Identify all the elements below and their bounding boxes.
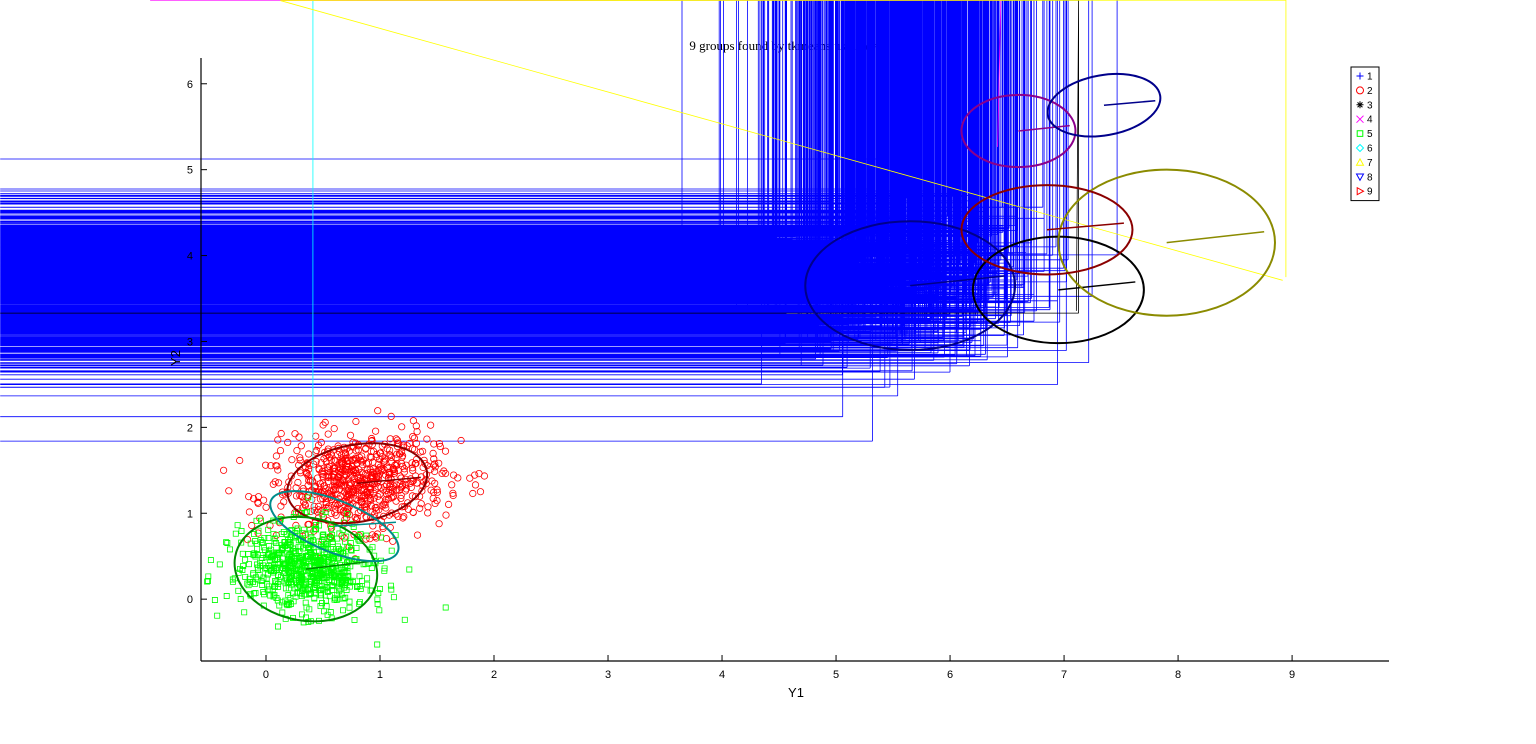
series-2-ellipse	[286, 442, 429, 525]
y-axis-label: Y2	[168, 350, 183, 366]
legend-marker-2	[1356, 86, 1365, 95]
legend-label-9: 9	[1367, 187, 1373, 198]
legend-marker-8	[1355, 173, 1365, 182]
legend-marker-9	[1356, 186, 1365, 196]
legend-marker-3	[1356, 101, 1364, 109]
series-8-ellipse	[1046, 73, 1162, 138]
series-7-ellipse	[1057, 168, 1276, 317]
legend-marker-6	[1355, 143, 1365, 153]
y-tick-label: 2	[187, 422, 193, 434]
series-8-axis-line	[1103, 99, 1156, 106]
legend-label-1: 1	[1367, 72, 1373, 83]
x-tick-label: 8	[1175, 669, 1181, 681]
series-5-axis-line	[305, 560, 371, 570]
y-tick-label: 4	[187, 251, 193, 263]
x-tick-label: 7	[1061, 669, 1067, 681]
legend-marker-5	[1356, 130, 1364, 137]
legend-label-7: 7	[1367, 158, 1373, 169]
legend-marker-7	[1355, 157, 1365, 166]
series-5-points	[204, 494, 449, 648]
y-tick-label: 0	[187, 594, 193, 606]
legend-label-5: 5	[1367, 129, 1373, 140]
x-tick-label: 2	[491, 669, 497, 681]
series-6-axis-line	[334, 521, 397, 527]
series-2-axis-line	[357, 476, 421, 484]
series-9-ellipse	[960, 184, 1134, 276]
x-tick-label: 1	[377, 669, 383, 681]
legend-label-3: 3	[1367, 100, 1373, 111]
y-tick-label: 5	[187, 165, 193, 177]
legend-box	[1350, 66, 1380, 202]
x-tick-label: 5	[833, 669, 839, 681]
x-axis-label: Y1	[788, 685, 804, 700]
y-tick-label: 1	[187, 508, 193, 520]
series-3-axis-line	[1058, 281, 1136, 291]
series-4-ellipse	[960, 93, 1077, 169]
x-tick-label: 9	[1289, 669, 1295, 681]
x-tick-label: 6	[947, 669, 953, 681]
legend-label-2: 2	[1367, 86, 1373, 97]
series-6-ellipse	[269, 490, 400, 563]
legend-label-6: 6	[1367, 144, 1373, 155]
series-4-axis-line	[1018, 124, 1070, 132]
legend-label-8: 8	[1367, 172, 1373, 183]
axes: 0 1 2 3 4 5 6 7 8 9 0 1 2 3 4 5 6	[187, 58, 1389, 681]
legend-marker-1	[1356, 72, 1364, 80]
series-1-axis-line	[910, 275, 1005, 287]
series-7-points	[280, 0, 1287, 281]
series-1-points	[0, 0, 1118, 442]
y-tick-label: 3	[187, 336, 193, 348]
y-tick-label: 6	[187, 79, 193, 91]
series-5-ellipse	[233, 515, 379, 623]
x-tick-label: 0	[263, 669, 269, 681]
series-7-axis-line	[1166, 230, 1265, 244]
legend-marker-4	[1356, 115, 1364, 124]
points-layer	[0, 0, 1287, 648]
legend-label-4: 4	[1367, 115, 1373, 126]
series-9-axis-line	[1046, 222, 1124, 231]
x-tick-label: 4	[719, 669, 725, 681]
x-tick-label: 3	[605, 669, 611, 681]
legend: 1 2 3 4 5 6 7 8 9	[1350, 66, 1380, 202]
ellipse-layer	[233, 73, 1276, 623]
series-1-ellipse	[804, 220, 1017, 352]
